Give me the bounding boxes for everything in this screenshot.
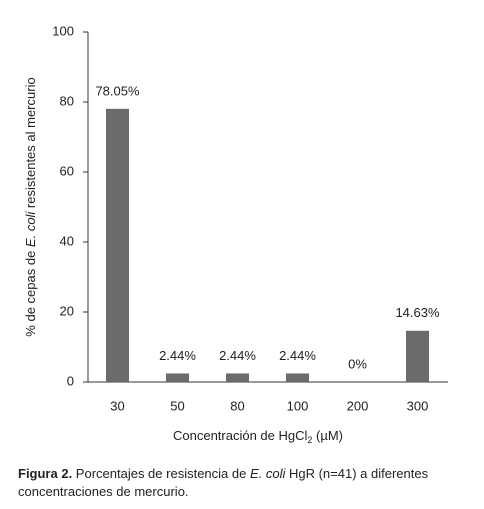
bar xyxy=(106,108,129,382)
chart: % de cepas de E. coli resistentes al mer… xyxy=(23,23,448,445)
x-tick-label: 200 xyxy=(347,398,369,413)
y-tick-label: 100 xyxy=(52,23,74,38)
y-label-part: E. coli xyxy=(23,211,38,248)
value-label: 78.05% xyxy=(95,83,140,98)
y-tick-label: 40 xyxy=(60,233,74,248)
caption-label: Figura 2. xyxy=(18,466,73,481)
y-axis-label: % de cepas de E. coli resistentes al mer… xyxy=(23,77,38,336)
value-label: 2.44% xyxy=(219,348,256,363)
caption-text: Porcentajes de resistencia de xyxy=(72,466,250,481)
x-tick-label: 30 xyxy=(110,398,124,413)
value-label: 14.63% xyxy=(395,305,440,320)
x-label-part: Concentración de HgCl xyxy=(173,428,308,443)
x-tick-label: 300 xyxy=(407,398,429,413)
caption-text: E. coli xyxy=(249,466,286,481)
y-label-part: % de cepas de xyxy=(23,247,38,337)
y-tick-label: 60 xyxy=(60,163,74,178)
value-label: 2.44% xyxy=(159,348,196,363)
y-tick-label: 0 xyxy=(67,373,74,388)
y-tick-label: 80 xyxy=(60,93,74,108)
caption-text: HgR (n=41) a diferentes xyxy=(285,466,429,481)
x-tick-label: 50 xyxy=(170,398,184,413)
bar xyxy=(286,373,309,382)
x-tick-label: 80 xyxy=(230,398,244,413)
bar xyxy=(406,330,429,382)
x-label-part: (µM) xyxy=(312,428,343,443)
value-label: 0% xyxy=(348,356,367,371)
x-axis-label: Concentración de HgCl2 (µM) xyxy=(173,428,343,445)
x-label-part: 2 xyxy=(307,435,312,445)
bar xyxy=(166,373,189,382)
bar xyxy=(226,373,249,382)
y-label-part: resistentes al mercurio xyxy=(23,77,38,211)
y-tick-label: 20 xyxy=(60,303,74,318)
value-label: 2.44% xyxy=(279,348,316,363)
caption-text: concentraciones de mercurio. xyxy=(18,484,189,499)
x-tick-label: 100 xyxy=(287,398,309,413)
caption: Figura 2. Porcentajes de resistencia de … xyxy=(18,465,428,501)
